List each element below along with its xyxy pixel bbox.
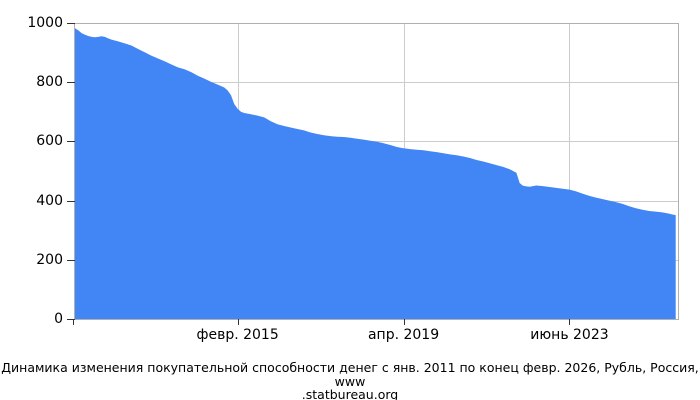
plot-border <box>74 23 679 320</box>
caption-line-2: .statbureau.org <box>301 387 399 400</box>
x-axis-tick-label: июнь 2023 <box>530 327 609 343</box>
area-series <box>75 28 676 320</box>
y-axis-tick-label: 0 <box>54 311 63 327</box>
x-axis-tick-label: февр. 2015 <box>196 327 279 343</box>
y-axis-tick-label: 1000 <box>27 15 63 31</box>
caption-line-1: Динамика изменения покупательной способн… <box>1 360 699 389</box>
y-axis-tick-label: 200 <box>36 251 63 268</box>
chart-caption: Динамика изменения покупательной способн… <box>0 361 700 400</box>
x-axis-tick-label: апр. 2019 <box>367 327 440 343</box>
y-axis-tick-label: 800 <box>36 74 63 91</box>
y-axis-tick-label: 400 <box>36 192 63 209</box>
y-axis-tick-label: 600 <box>36 133 63 150</box>
